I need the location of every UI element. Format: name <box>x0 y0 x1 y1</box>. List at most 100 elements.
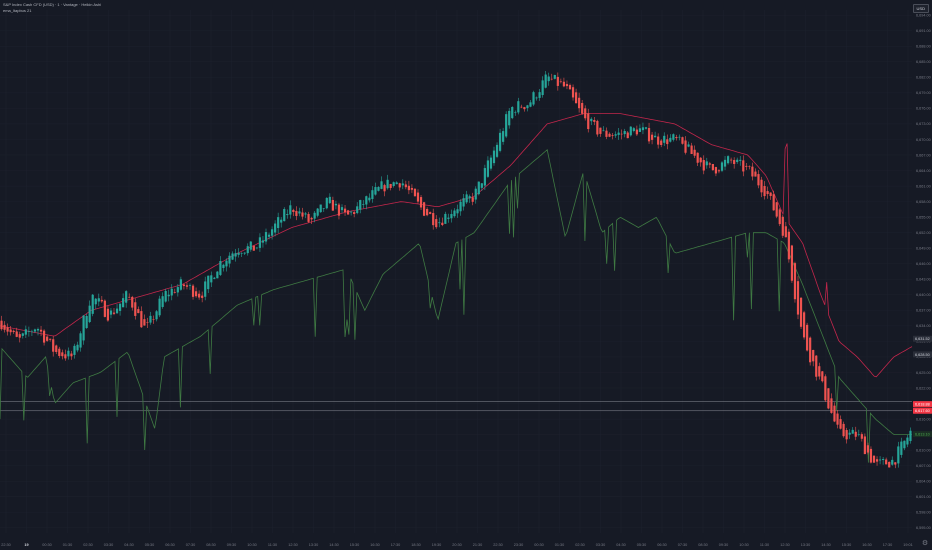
candle-body <box>535 97 538 99</box>
currency-badge[interactable]: USD <box>912 4 929 13</box>
candle-body <box>231 253 234 260</box>
candle-body <box>562 81 566 87</box>
x-tick-label: 05:30 <box>145 543 155 547</box>
candle-body <box>626 132 629 139</box>
candle-body <box>629 126 632 136</box>
x-tick-label: 03:30 <box>596 543 606 547</box>
candle-body <box>377 186 380 191</box>
y-tick-label: 6,664.00 <box>916 169 931 173</box>
candle-body <box>453 210 456 217</box>
candle-body <box>152 319 155 320</box>
gear-icon[interactable]: ⚙ <box>921 540 929 547</box>
candle-body <box>0 320 3 330</box>
candle-body <box>401 183 404 186</box>
ema-series <box>0 113 913 378</box>
symbol-title[interactable]: S&P Index Cash CFD (USD) · 1 · Vantage ·… <box>3 2 102 7</box>
candle-body <box>632 128 635 132</box>
time-axis[interactable]: 22:30 19 00:30 01:30 02:30 03:30 04:30 05:30 06:… <box>1 543 913 547</box>
lower-band-line <box>0 149 912 463</box>
candle-body <box>502 131 505 142</box>
candle-body <box>359 200 362 210</box>
y-tick-label: 6,601.00 <box>916 495 931 499</box>
candle-body <box>274 223 277 233</box>
candle-body <box>216 271 219 279</box>
candle-body <box>590 118 593 122</box>
candle-body <box>465 194 468 203</box>
candle-body <box>605 130 608 137</box>
candle-body <box>547 76 550 82</box>
candle-body <box>416 192 420 202</box>
candle-body <box>149 315 152 323</box>
candle-body <box>520 106 523 108</box>
x-tick-label: 07:30 <box>678 543 688 547</box>
x-tick-label: 20:30 <box>452 543 462 547</box>
x-tick-label: 08:30 <box>698 543 708 547</box>
x-tick-label: 00:30 <box>42 543 52 547</box>
candle-body <box>307 213 310 222</box>
candle-body <box>76 344 79 351</box>
candle-body <box>623 130 626 135</box>
candle-body <box>657 136 660 145</box>
candle-body <box>143 319 146 326</box>
candle-body <box>343 208 347 213</box>
candle-body <box>301 212 304 217</box>
y-tick-label: 6,643.00 <box>916 278 931 282</box>
candle-body <box>316 208 319 216</box>
candle-body <box>851 429 854 434</box>
candle-body <box>353 212 356 215</box>
price-label: 6,631.52 <box>915 337 930 341</box>
candle-body <box>337 204 341 216</box>
candle-body <box>857 434 860 435</box>
candle-body <box>903 440 906 449</box>
y-tick-label: 6,607.00 <box>916 464 931 468</box>
price-label-bg <box>913 351 932 358</box>
candle-body <box>717 170 721 172</box>
x-tick-label: 10:30 <box>247 543 257 547</box>
candle-body <box>194 291 198 297</box>
candle-body <box>198 293 201 298</box>
x-tick-label: 15:30 <box>842 543 852 547</box>
candle-body <box>15 331 18 337</box>
y-tick-label: 6,640.00 <box>916 293 931 297</box>
candle-body <box>270 229 274 236</box>
candle-body <box>380 181 383 189</box>
candle-body <box>70 353 73 357</box>
candle-body <box>368 197 371 201</box>
candle-body <box>459 201 462 212</box>
candle-body <box>283 209 286 222</box>
candle-body <box>55 345 58 352</box>
candle-body <box>249 241 252 250</box>
candle-body <box>435 219 438 228</box>
candle-body <box>179 279 182 290</box>
candle-body <box>538 92 541 98</box>
indicator-label[interactable]: ema_ltapbus 21 <box>3 8 32 13</box>
candle-body <box>328 196 331 204</box>
horizontal-levels <box>0 401 912 412</box>
candle-body <box>6 327 9 332</box>
candle-body <box>210 275 213 283</box>
candle-body <box>556 76 559 86</box>
candle-body <box>207 275 210 290</box>
x-tick-label: 17:30 <box>883 543 893 547</box>
candle-body <box>255 247 258 249</box>
candle-body <box>571 87 575 98</box>
x-tick-label: 15:30 <box>350 543 360 547</box>
x-tick-label: 17:30 <box>391 543 401 547</box>
candle-body <box>486 160 490 177</box>
candle-body <box>778 209 781 225</box>
candle-body <box>611 135 614 137</box>
y-tick-label: 6,685.00 <box>916 60 931 64</box>
candle-body <box>46 336 49 341</box>
candle-body <box>122 298 125 308</box>
candle-body <box>608 133 611 137</box>
x-tick-label: 18:30 <box>411 543 421 547</box>
y-tick-label: 6,598.00 <box>916 511 931 515</box>
candle-body <box>821 371 824 382</box>
chart-legend[interactable]: S&P Index Cash CFD (USD) · 1 · Vantage ·… <box>3 2 101 14</box>
price-axis[interactable]: 6,694.00 6,691.00 6,688.00 6,685.00 6,682.00… <box>916 13 931 530</box>
candle-body <box>812 349 815 362</box>
price-label-bg <box>913 407 932 414</box>
candle-body <box>161 296 164 307</box>
